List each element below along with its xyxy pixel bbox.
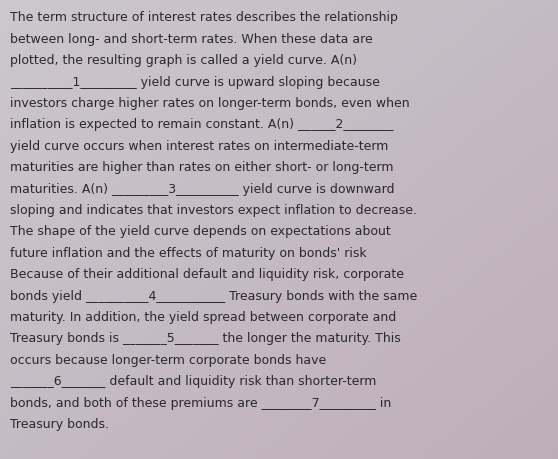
Text: maturities are higher than rates on either short- or long-term: maturities are higher than rates on eith…: [10, 161, 393, 174]
Text: plotted, the resulting graph is called a yield curve. A(n): plotted, the resulting graph is called a…: [10, 54, 357, 67]
Text: Treasury bonds.: Treasury bonds.: [10, 417, 109, 430]
Text: occurs because longer-term corporate bonds have: occurs because longer-term corporate bon…: [10, 353, 326, 366]
Text: Because of their additional default and liquidity risk, corporate: Because of their additional default and …: [10, 268, 404, 280]
Text: future inflation and the effects of maturity on bonds' risk: future inflation and the effects of matu…: [10, 246, 367, 259]
Text: __________1_________ yield curve is upward sloping because: __________1_________ yield curve is upwa…: [10, 75, 380, 89]
Text: _______6_______ default and liquidity risk than shorter-term: _______6_______ default and liquidity ri…: [10, 375, 377, 387]
Text: maturities. A(n) _________3__________ yield curve is downward: maturities. A(n) _________3__________ yi…: [10, 182, 395, 195]
Text: bonds yield __________4___________ Treasury bonds with the same: bonds yield __________4___________ Treas…: [10, 289, 417, 302]
Text: maturity. In addition, the yield spread between corporate and: maturity. In addition, the yield spread …: [10, 310, 396, 323]
Text: yield curve occurs when interest rates on intermediate-term: yield curve occurs when interest rates o…: [10, 140, 388, 152]
Text: The shape of the yield curve depends on expectations about: The shape of the yield curve depends on …: [10, 225, 391, 238]
Text: Treasury bonds is _______5_______ the longer the maturity. This: Treasury bonds is _______5_______ the lo…: [10, 331, 401, 345]
Text: bonds, and both of these premiums are ________7_________ in: bonds, and both of these premiums are __…: [10, 396, 391, 409]
Text: The term structure of interest rates describes the relationship: The term structure of interest rates des…: [10, 11, 398, 24]
Text: between long- and short-term rates. When these data are: between long- and short-term rates. When…: [10, 33, 373, 46]
Text: sloping and indicates that investors expect inflation to decrease.: sloping and indicates that investors exp…: [10, 204, 417, 217]
Text: inflation is expected to remain constant. A(n) ______2________: inflation is expected to remain constant…: [10, 118, 393, 131]
Text: investors charge higher rates on longer-term bonds, even when: investors charge higher rates on longer-…: [10, 97, 410, 110]
